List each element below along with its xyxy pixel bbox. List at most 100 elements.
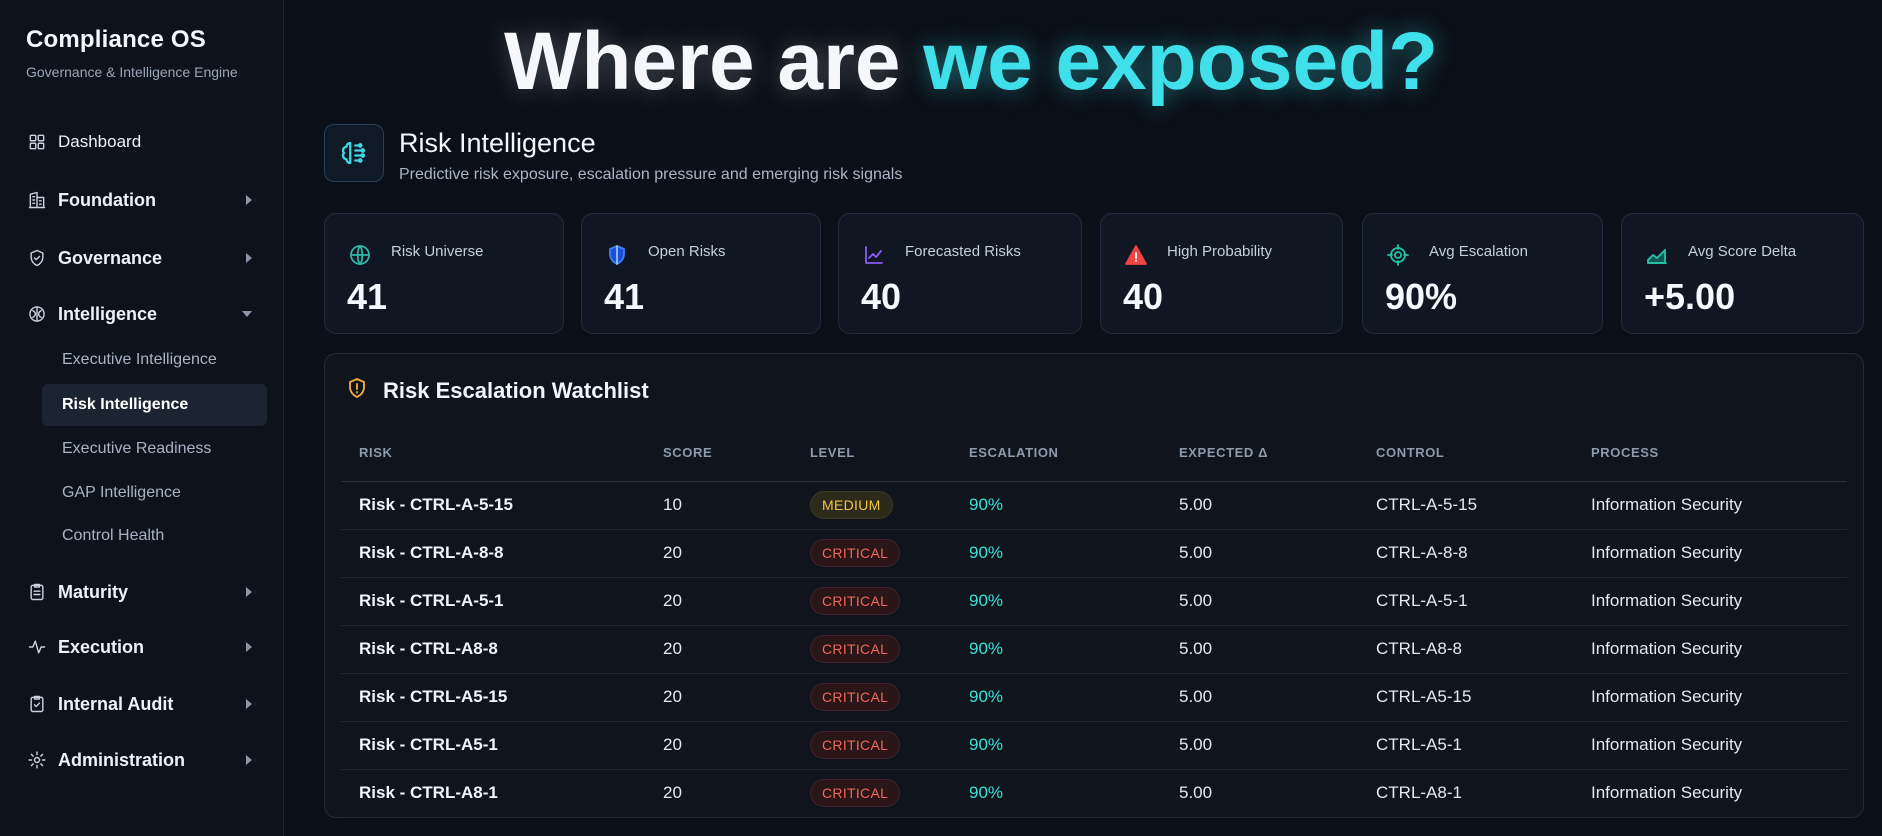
kpi-card-avg-escalation[interactable]: Avg Escalation 90% [1362, 213, 1603, 334]
cell-score: 20 [645, 769, 792, 818]
table-row[interactable]: Risk - CTRL-A5-1 20 CRITICAL 90% 5.00 CT… [341, 721, 1847, 770]
column-header-level[interactable]: LEVEL [792, 424, 951, 482]
table-row[interactable]: Risk - CTRL-A8-8 20 CRITICAL 90% 5.00 CT… [341, 625, 1847, 674]
sidebar-subitem-executive-intelligence[interactable]: Executive Intelligence [62, 351, 217, 368]
column-header-expected-delta[interactable]: EXPECTED Δ [1161, 424, 1358, 482]
cell-risk: Risk - CTRL-A5-15 [341, 673, 645, 722]
cell-risk: Risk - CTRL-A-5-15 [341, 481, 645, 530]
kpi-card-avg-score-delta[interactable]: Avg Score Delta +5.00 [1621, 213, 1864, 334]
kpi-card-high-probability[interactable]: High Probability 40 [1100, 213, 1343, 334]
cell-escalation: 90% [951, 673, 1161, 722]
column-header-escalation[interactable]: ESCALATION [951, 424, 1161, 482]
column-header-process[interactable]: PROCESS [1573, 424, 1847, 482]
page-title: Risk Intelligence [399, 128, 596, 158]
kpi-value: 41 [347, 276, 388, 317]
cell-control: CTRL-A-8-8 [1358, 529, 1573, 578]
sidebar-item-label: Internal Audit [58, 693, 174, 714]
sidebar-item-label: Execution [58, 636, 145, 657]
panel-header: Risk Escalation Watchlist [345, 376, 649, 405]
level-badge: CRITICAL [810, 683, 901, 711]
brand: Compliance OS Governance & Intelligence … [26, 26, 238, 80]
warning-triangle-icon [1123, 242, 1149, 268]
table-row[interactable]: Risk - CTRL-A-5-15 10 MEDIUM 90% 5.00 CT… [341, 481, 1847, 530]
cell-escalation: 90% [951, 577, 1161, 626]
cell-risk: Risk - CTRL-A-5-1 [341, 577, 645, 626]
cell-level: MEDIUM [792, 481, 951, 530]
column-header-risk[interactable]: RISK [341, 424, 645, 482]
chevron-down-icon [242, 311, 252, 317]
cell-escalation: 90% [951, 769, 1161, 818]
level-badge: CRITICAL [810, 587, 901, 615]
activity-icon [26, 636, 48, 658]
column-header-control[interactable]: CONTROL [1358, 424, 1573, 482]
cell-process: Information Security [1573, 481, 1847, 530]
cell-level: CRITICAL [792, 529, 951, 578]
table-row[interactable]: Risk - CTRL-A-5-1 20 CRITICAL 90% 5.00 C… [341, 577, 1847, 626]
sidebar-subitem-control-health[interactable]: Control Health [62, 527, 165, 544]
sidebar-item-internal-audit[interactable]: Internal Audit [26, 686, 262, 722]
level-badge: MEDIUM [810, 491, 893, 519]
sidebar: Compliance OS Governance & Intelligence … [0, 0, 284, 836]
sidebar-item-maturity[interactable]: Maturity [26, 574, 262, 610]
app-title: Compliance OS [26, 26, 206, 53]
cell-expected-delta: 5.00 [1161, 769, 1358, 818]
cell-score: 20 [645, 625, 792, 674]
sidebar-item-dashboard[interactable]: Dashboard [26, 124, 262, 160]
sidebar-subitem-executive-readiness[interactable]: Executive Readiness [62, 440, 212, 457]
cell-process: Information Security [1573, 529, 1847, 578]
cell-expected-delta: 5.00 [1161, 625, 1358, 674]
cell-expected-delta: 5.00 [1161, 529, 1358, 578]
cell-score: 20 [645, 673, 792, 722]
shield-icon [604, 242, 630, 268]
app-subtitle: Governance & Intelligence Engine [26, 64, 238, 80]
cell-control: CTRL-A-5-15 [1358, 481, 1573, 530]
grid-icon [26, 131, 48, 153]
cell-risk: Risk - CTRL-A-8-8 [341, 529, 645, 578]
chevron-right-icon [246, 755, 252, 765]
cell-score: 20 [645, 577, 792, 626]
kpi-value: 40 [861, 276, 902, 317]
column-header-score[interactable]: SCORE [645, 424, 792, 482]
cell-risk: Risk - CTRL-A5-1 [341, 721, 645, 770]
hero-headline: Where are we exposed? [504, 14, 1438, 107]
level-badge: CRITICAL [810, 731, 901, 759]
cell-escalation: 90% [951, 721, 1161, 770]
table-row[interactable]: Risk - CTRL-A-8-8 20 CRITICAL 90% 5.00 C… [341, 529, 1847, 578]
chevron-right-icon [246, 195, 252, 205]
sidebar-item-administration[interactable]: Administration [26, 742, 262, 778]
cell-score: 20 [645, 529, 792, 578]
sidebar-item-foundation[interactable]: Foundation [26, 182, 262, 218]
kpi-value: 40 [1123, 276, 1164, 317]
sidebar-item-label: Dashboard [58, 132, 142, 151]
sidebar-item-label: Foundation [58, 189, 156, 210]
sidebar-subitem-gap-intelligence[interactable]: GAP Intelligence [62, 484, 181, 501]
kpi-card-open-risks[interactable]: Open Risks 41 [581, 213, 821, 334]
kpi-card-risk-universe[interactable]: Risk Universe 41 [324, 213, 564, 334]
sidebar-item-label: Governance [58, 247, 163, 268]
kpi-label: Forecasted Risks [905, 243, 1021, 260]
panel-title: Risk Escalation Watchlist [383, 377, 649, 403]
kpi-card-forecasted-risks[interactable]: Forecasted Risks 40 [838, 213, 1082, 334]
sidebar-item-execution[interactable]: Execution [26, 629, 262, 665]
sidebar-item-label: Intelligence [58, 303, 158, 324]
shield-alert-icon [345, 376, 369, 405]
hero-part-1: Where are [504, 16, 924, 107]
sidebar-item-intelligence[interactable]: Intelligence [26, 296, 262, 332]
cell-level: CRITICAL [792, 625, 951, 674]
kpi-label: Avg Score Delta [1688, 243, 1797, 260]
area-chart-icon [1644, 242, 1670, 268]
shield-check-icon [26, 247, 48, 269]
table-header-row: RISK SCORE LEVEL ESCALATION EXPECTED Δ C… [341, 424, 1847, 482]
cell-risk: Risk - CTRL-A8-8 [341, 625, 645, 674]
risk-watchlist-panel: Risk Escalation Watchlist RISK SCORE LEV… [324, 353, 1864, 818]
table-row[interactable]: Risk - CTRL-A8-1 20 CRITICAL 90% 5.00 CT… [341, 769, 1847, 818]
level-badge: CRITICAL [810, 539, 901, 567]
sidebar-subitem-risk-intelligence[interactable]: Risk Intelligence [42, 384, 267, 426]
sidebar-item-governance[interactable]: Governance [26, 240, 262, 276]
chevron-right-icon [246, 587, 252, 597]
risk-watchlist-table: RISK SCORE LEVEL ESCALATION EXPECTED Δ C… [341, 424, 1847, 818]
cell-expected-delta: 5.00 [1161, 481, 1358, 530]
cell-control: CTRL-A5-1 [1358, 721, 1573, 770]
cell-level: CRITICAL [792, 577, 951, 626]
table-row[interactable]: Risk - CTRL-A5-15 20 CRITICAL 90% 5.00 C… [341, 673, 1847, 722]
